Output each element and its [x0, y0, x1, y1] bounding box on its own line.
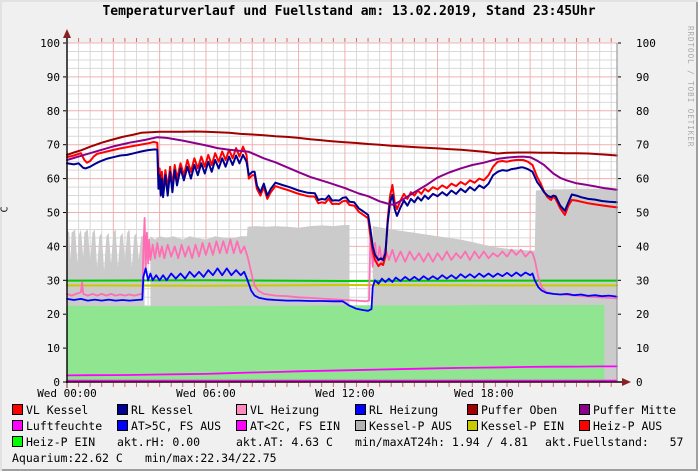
legend-item: Luftfeuchte	[12, 420, 102, 433]
series-puffer-mitte	[66, 136, 618, 206]
legend-swatch	[12, 436, 23, 447]
x-tick-label: Wed 06:00	[176, 387, 236, 400]
y-tick-label: 0	[53, 376, 60, 389]
legend-swatch	[355, 404, 366, 415]
legend-item: Puffer Mitte	[579, 404, 676, 417]
legend-stat-text: min/maxAT24h: 1.94 / 4.81	[355, 436, 528, 449]
y-tick-label-right: 10	[636, 342, 649, 355]
legend-stat-text: akt.rH: 0.00	[117, 436, 200, 449]
legend-label: Puffer Oben	[481, 403, 558, 417]
y-tick-label-right: 40	[636, 240, 649, 253]
legend-swatch	[236, 420, 247, 431]
legend-stat-text: akt.Fuellstand: 57	[545, 436, 683, 449]
y-tick-label: 90	[47, 71, 60, 84]
legend-item: AT<2C, FS EIN	[236, 420, 340, 433]
legend-label: AT<2C, FS EIN	[250, 419, 341, 433]
y-axis-unit-label: C	[0, 206, 11, 213]
legend-swatch	[117, 404, 128, 415]
x-tick-label: Wed 12:00	[315, 387, 375, 400]
series-rl-kessel	[66, 148, 618, 261]
legend-label: RL Heizung	[369, 403, 439, 417]
legend-label: Puffer Mitte	[593, 403, 677, 417]
legend-label: Kessel-P AUS	[369, 419, 453, 433]
legend-stat-text: min/max:22.34/22.75	[145, 452, 277, 465]
legend-swatch	[12, 420, 23, 431]
legend-label: AT>5C, FS AUS	[131, 419, 222, 433]
y-tick-label: 100	[40, 37, 60, 50]
y-tick-label-right: 80	[636, 105, 649, 118]
legend-label: min/max:22.34/22.75	[145, 451, 277, 465]
legend-label: VL Kessel	[26, 403, 89, 417]
legend-swatch	[579, 404, 590, 415]
legend-label: VL Heizung	[250, 403, 320, 417]
legend-swatch	[467, 420, 478, 431]
series-aussentemperatur-at-2c-fs-ein-	[66, 365, 618, 377]
legend-item: Heiz-P AUS	[579, 420, 662, 433]
y-tick-label: 20	[47, 308, 60, 321]
y-tick-label-right: 90	[636, 71, 649, 84]
legend-item: VL Heizung	[236, 404, 319, 417]
series-puffer-oben	[66, 130, 618, 157]
graph-title: Temperaturverlauf und Fuellstand am: 13.…	[102, 4, 596, 19]
y-tick-label-right: 50	[636, 207, 649, 220]
y-tick-label: 50	[47, 207, 60, 220]
legend-item: VL Kessel	[12, 404, 88, 417]
legend-swatch	[467, 404, 478, 415]
legend-label: Heiz-P AUS	[593, 419, 663, 433]
y-tick-label-right: 20	[636, 308, 649, 321]
legend-label: akt.AT: 4.63 C	[236, 435, 333, 449]
y-axis-arrow	[63, 29, 71, 38]
legend-swatch	[236, 404, 247, 415]
y-tick-label-right: 70	[636, 139, 649, 152]
y-tick-label-right: 60	[636, 173, 649, 186]
legend-item: AT>5C, FS AUS	[117, 420, 221, 433]
legend-label: Heiz-P EIN	[26, 435, 96, 449]
x-axis-arrow	[622, 378, 631, 386]
y-tick-label: 10	[47, 342, 60, 355]
y-tick-label-right: 100	[636, 37, 656, 50]
legend-item: Puffer Oben	[467, 404, 557, 417]
legend-label: akt.rH: 0.00	[117, 435, 201, 449]
legend-stat-text: Aquarium:22.62 C	[12, 452, 123, 465]
legend-swatch	[12, 404, 23, 415]
y-tick-label: 80	[47, 105, 60, 118]
rrdtool-watermark: RRDTOOL / TOBI OETIKER	[686, 26, 695, 148]
x-tick-label: Wed 18:00	[454, 387, 514, 400]
legend-label: RL Kessel	[131, 403, 194, 417]
series-rl-heizung	[66, 267, 618, 312]
legend-swatch	[117, 420, 128, 431]
x-tick-label: Wed 00:00	[37, 387, 97, 400]
y-tick-label: 70	[47, 139, 60, 152]
y-tick-label-right: 30	[636, 274, 649, 287]
legend-item: Heiz-P EIN	[12, 436, 95, 449]
series-kessel-p-ein	[66, 284, 618, 287]
legend-item: RL Kessel	[117, 404, 193, 417]
series-heiz-p-ein-aquarium	[67, 305, 605, 382]
y-tick-label: 30	[47, 274, 60, 287]
legend-swatch	[355, 420, 366, 431]
legend-stat-text: akt.AT: 4.63 C	[236, 436, 333, 449]
legend-item: Kessel-P AUS	[355, 420, 452, 433]
y-tick-label: 60	[47, 173, 60, 186]
series-vl-heizung	[66, 216, 618, 303]
legend-label: Luftfeuchte	[26, 419, 103, 433]
legend-item: RL Heizung	[355, 404, 438, 417]
legend-label: Aquarium:22.62 C	[12, 451, 123, 465]
legend-item: Kessel-P EIN	[467, 420, 564, 433]
legend-label: Kessel-P EIN	[481, 419, 565, 433]
y-tick-label: 40	[47, 240, 60, 253]
legend-label: akt.Fuellstand: 57	[545, 435, 684, 449]
legend-swatch	[579, 420, 590, 431]
legend-label: min/maxAT24h: 1.94 / 4.81	[355, 435, 529, 449]
y-tick-label-right: 0	[636, 376, 643, 389]
